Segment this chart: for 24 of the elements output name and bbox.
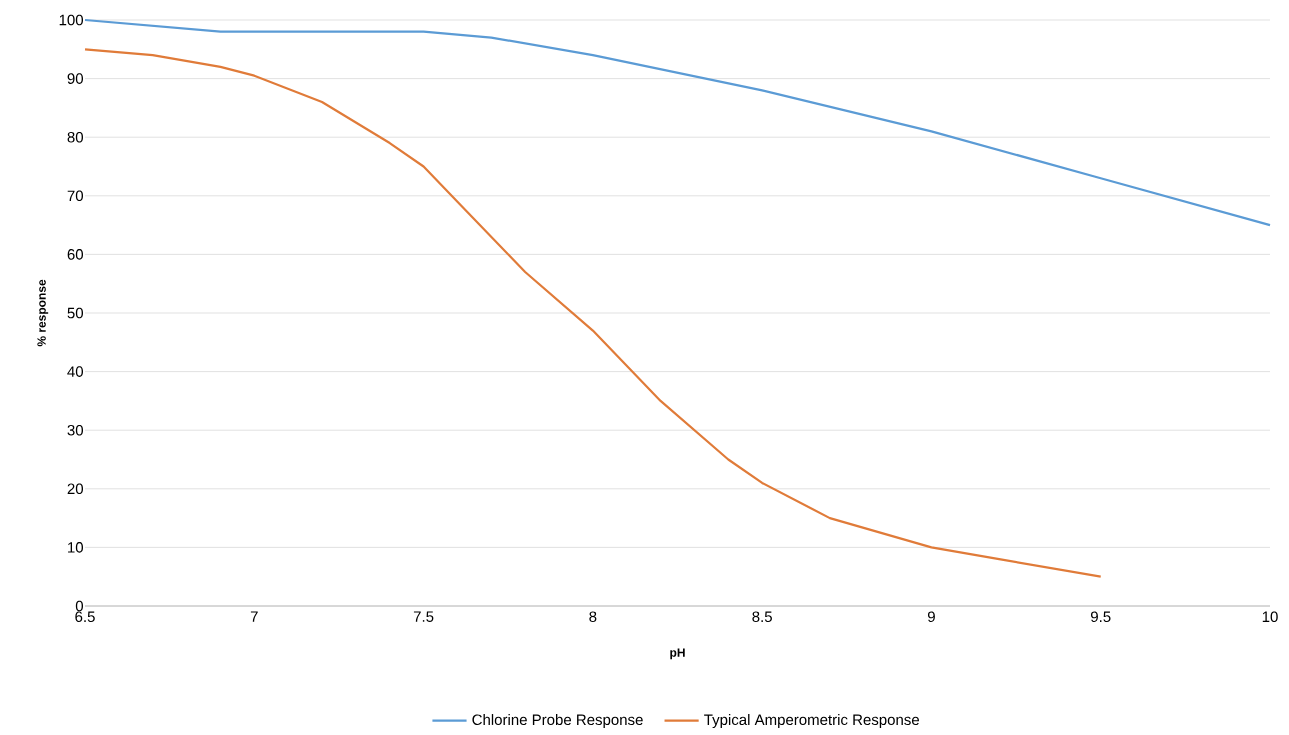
y-tick-label: 60	[67, 249, 84, 260]
y-tick-label: 10	[68, 542, 84, 553]
legend-label: Chlorine Probe Response	[472, 713, 643, 728]
x-tick-label: 9	[927, 611, 935, 622]
y-tick-label: 30	[67, 424, 84, 436]
legend-label: Typical Amperometric Response	[704, 713, 919, 728]
y-tick-label: 40	[67, 366, 84, 377]
x-tick-label: 6.5	[75, 611, 95, 622]
y-tick-label: 90	[67, 73, 84, 84]
y-tick-label: 50	[67, 307, 84, 319]
x-axis-title: pH	[670, 648, 685, 660]
x-tick-label: 8	[589, 611, 597, 622]
y-axis-title: % response	[37, 279, 49, 347]
y-tick-label: 0	[75, 600, 84, 612]
y-tick-label: 70	[67, 190, 84, 202]
x-tick-label: 7.5	[413, 611, 434, 622]
y-tick-label: 80	[67, 131, 84, 143]
y-tick-label: 100	[59, 14, 84, 26]
x-tick-label: 10	[1262, 611, 1278, 622]
y-tick-label: 20	[67, 483, 84, 495]
x-tick-label: 7	[250, 611, 258, 622]
x-tick-label: 8.5	[752, 611, 772, 622]
x-tick-label: 9.5	[1090, 611, 1111, 622]
line-series	[83, 48, 1102, 578]
